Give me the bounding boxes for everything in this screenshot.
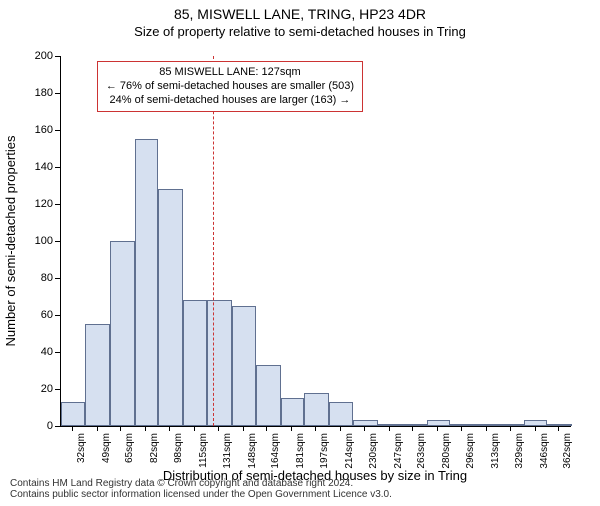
x-tick-label: 197sqm <box>319 433 330 469</box>
histogram-bar <box>475 424 499 426</box>
x-tick-label: 164sqm <box>270 433 281 469</box>
histogram-bar <box>85 324 110 426</box>
y-tick-label: 140 <box>23 161 53 173</box>
y-tick-label: 160 <box>23 124 53 136</box>
x-tick-label: 296sqm <box>465 433 476 469</box>
x-tick-label: 329sqm <box>514 433 525 469</box>
x-tick-label: 263sqm <box>416 433 427 469</box>
x-tick-label: 230sqm <box>368 433 379 469</box>
y-tick-label: 60 <box>23 309 53 321</box>
histogram-bar <box>499 424 524 426</box>
histogram-bar <box>158 189 183 426</box>
x-tick-label: 98sqm <box>173 433 184 463</box>
histogram-bar <box>232 306 256 426</box>
histogram-bar <box>61 402 85 426</box>
x-tick-label: 181sqm <box>295 433 306 469</box>
annotation-line-1: 85 MISWELL LANE: 127sqm <box>106 66 354 80</box>
x-tick-label: 362sqm <box>562 433 573 469</box>
x-tick-label: 148sqm <box>247 433 258 469</box>
histogram-bar <box>183 300 207 426</box>
x-tick-label: 65sqm <box>124 433 135 463</box>
footer-line-1: Contains HM Land Registry data © Crown c… <box>10 478 392 489</box>
x-tick-label: 247sqm <box>393 433 404 469</box>
x-tick-label: 313sqm <box>490 433 501 469</box>
chart-subtitle: Size of property relative to semi-detach… <box>0 24 600 39</box>
histogram-bar <box>401 424 426 426</box>
histogram-bar <box>524 420 548 426</box>
histogram-bar <box>256 365 281 426</box>
x-tick-label: 214sqm <box>344 433 355 469</box>
histogram-bar <box>135 139 159 426</box>
x-tick-label: 32sqm <box>76 433 87 463</box>
x-tick-label: 49sqm <box>101 433 112 463</box>
annotation-line-3: 24% of semi-detached houses are larger (… <box>106 94 354 108</box>
histogram-bar <box>378 424 402 426</box>
y-tick-label: 120 <box>23 198 53 210</box>
y-axis-label: Number of semi-detached properties <box>3 116 18 366</box>
x-tick-label: 82sqm <box>149 433 160 463</box>
y-tick-label: 40 <box>23 346 53 358</box>
x-tick-label: 346sqm <box>539 433 550 469</box>
histogram-bar <box>547 424 572 426</box>
chart-container: 85, MISWELL LANE, TRING, HP23 4DR Size o… <box>0 6 600 506</box>
x-tick-label: 115sqm <box>198 433 209 468</box>
footer: Contains HM Land Registry data © Crown c… <box>10 478 392 500</box>
y-tick-label: 20 <box>23 383 53 395</box>
histogram-bar <box>207 300 232 426</box>
histogram-bar <box>110 241 135 426</box>
annotation-box: 85 MISWELL LANE: 127sqm ← 76% of semi-de… <box>97 61 363 112</box>
histogram-bar <box>281 398 305 426</box>
histogram-bar <box>353 420 378 426</box>
y-tick-label: 200 <box>23 50 53 62</box>
footer-line-2: Contains public sector information licen… <box>10 489 392 500</box>
x-tick-label: 280sqm <box>441 433 452 469</box>
y-tick-label: 180 <box>23 87 53 99</box>
annotation-line-2: ← 76% of semi-detached houses are smalle… <box>106 80 354 94</box>
histogram-bar <box>329 402 353 426</box>
y-tick-label: 100 <box>23 235 53 247</box>
histogram-bar <box>427 420 451 426</box>
chart-title: 85, MISWELL LANE, TRING, HP23 4DR <box>0 6 600 22</box>
histogram-bar <box>304 393 329 426</box>
x-tick-label: 131sqm <box>222 433 233 469</box>
y-tick-label: 0 <box>23 420 53 432</box>
y-tick-label: 80 <box>23 272 53 284</box>
histogram-bar <box>450 424 475 426</box>
